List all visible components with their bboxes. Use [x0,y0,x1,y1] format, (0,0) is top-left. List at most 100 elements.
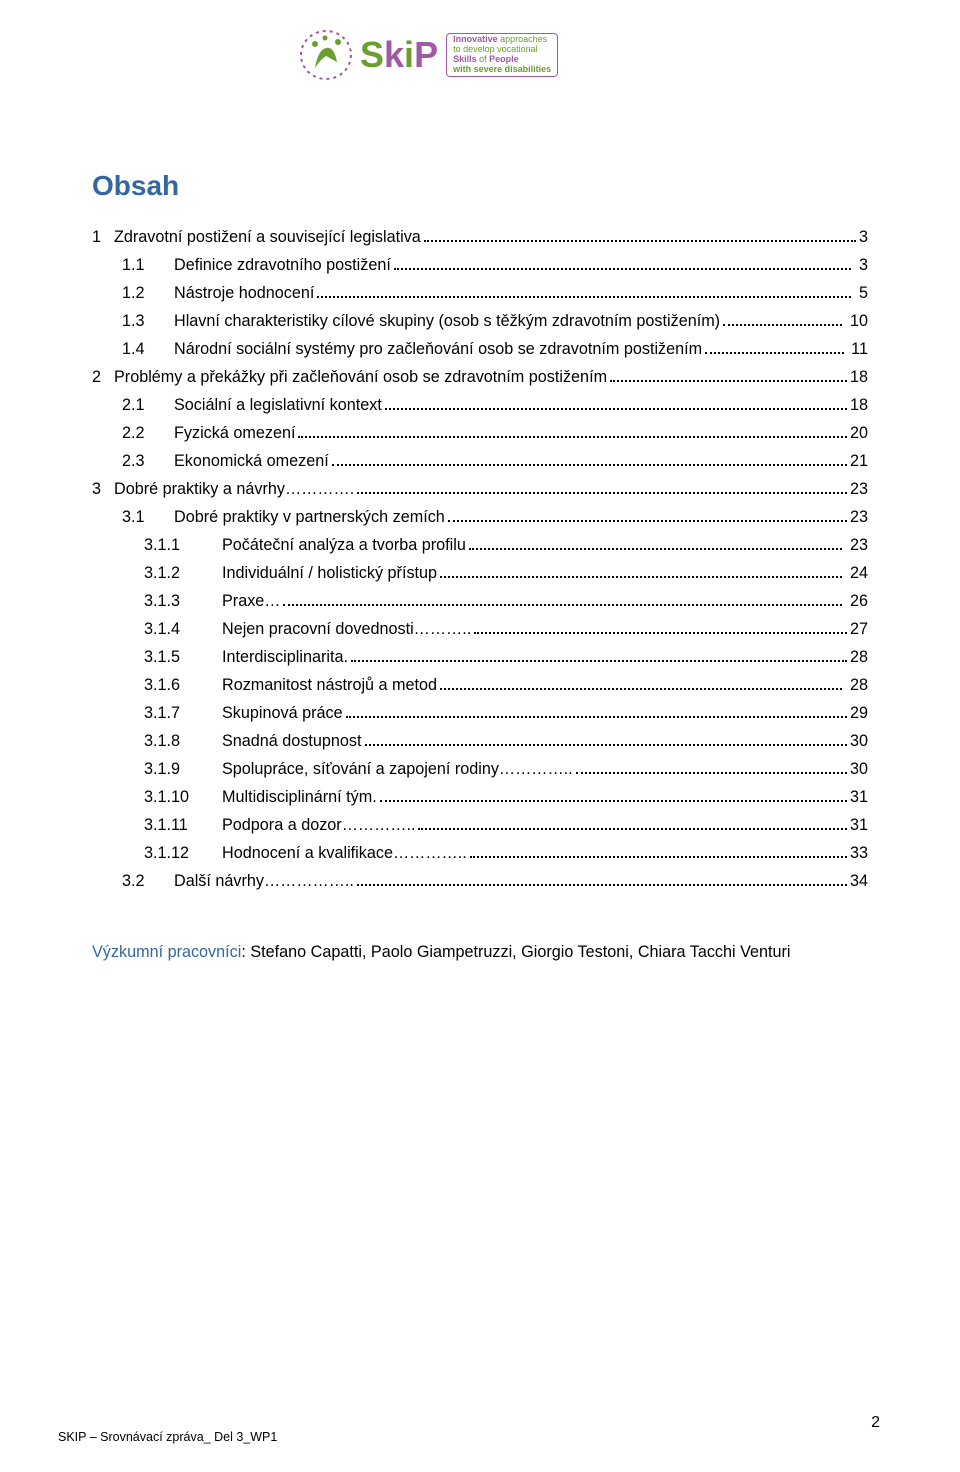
toc-page: 34 [850,872,868,891]
toc-leader-dots [576,772,847,774]
toc-leader-dots [380,800,847,802]
toc-page: 31 [850,816,868,835]
toc-number: 3.1.5 [144,648,222,667]
toc-leader-dots [357,492,847,494]
toc-number: 1.2 [122,284,174,303]
toc-text: Hlavní charakteristiky cílové skupiny (o… [174,312,720,331]
toc-page: 30 [850,732,868,751]
toc-number: 2.1 [122,396,174,415]
table-of-contents: 1Zdravotní postižení a související legis… [92,228,868,891]
logo-wordmark: SkiP [360,34,438,76]
toc-text: Nástroje hodnocení [174,284,314,303]
tagline-text: of [477,54,490,64]
logo-text: SkiP [360,34,438,76]
toc-page: 20 [850,424,868,443]
toc-entry: 3.1.1Počáteční analýza a tvorba profilu … [144,536,868,555]
toc-page: 21 [850,452,868,471]
toc-number: 3.1.11 [144,816,222,835]
toc-page: 10 [845,312,868,331]
toc-text: Fyzická omezení [174,424,295,443]
toc-text: Definice zdravotního postižení [174,256,391,275]
toc-entry: 1.4Národní sociální systémy pro začleňov… [122,340,868,359]
toc-entry: 3.1.7Skupinová práce 29 [144,704,868,723]
toc-number: 3.1.3 [144,592,222,611]
toc-number: 3.1.10 [144,788,222,807]
toc-entry: 3.1.12Hodnocení a kvalifikace…………..33 [144,844,868,863]
toc-number: 1.3 [122,312,174,331]
researchers-label: Výzkumní pracovníci [92,943,241,961]
toc-leader-dots [469,548,843,550]
toc-number: 3.1.7 [144,704,222,723]
page-content: Obsah 1Zdravotní postižení a související… [92,170,868,964]
toc-text: Dobré praktiky a návrhy…………. [114,480,354,499]
toc-text: Nejen pracovní dovednosti……….. [222,620,471,639]
toc-leader-dots [298,436,847,438]
toc-text: Další návrhy…………….. [174,872,354,891]
toc-leader-dots [470,856,847,858]
toc-page: 5 [854,284,868,303]
toc-leader-dots [418,828,847,830]
toc-number: 3 [92,480,114,499]
toc-page: 26 [845,592,868,611]
toc-text: Individuální / holistický přístup [222,564,437,583]
toc-page: 23 [850,480,868,499]
toc-leader-dots [610,380,847,382]
toc-entry: 3.1.3Praxe… 26 [144,592,868,611]
researchers-names: : Stefano Capatti, Paolo Giampetruzzi, G… [241,943,790,961]
toc-page: 28 [850,648,868,667]
toc-text: Hodnocení a kvalifikace………….. [222,844,467,863]
toc-number: 3.1.6 [144,676,222,695]
toc-number: 3.1 [122,508,174,527]
toc-entry: 2.3Ekonomická omezení21 [122,452,868,471]
toc-entry: 3.1Dobré praktiky v partnerských zemích2… [122,508,868,527]
toc-entry: 3.2Další návrhy……………..34 [122,872,868,891]
tagline-text: Skills [453,54,477,64]
toc-text: Sociální a legislativní kontext [174,396,382,415]
toc-page: 18 [850,368,868,387]
toc-page: 28 [845,676,868,695]
toc-text: Zdravotní postižení a související legisl… [114,228,421,247]
toc-leader-dots [448,520,847,522]
toc-page: 30 [850,760,868,779]
toc-entry: 3Dobré praktiky a návrhy…………. 23 [92,480,868,499]
toc-leader-dots [440,576,842,578]
toc-entry: 1.1Definice zdravotního postižení 3 [122,256,868,275]
toc-entry: 2.2Fyzická omezení20 [122,424,868,443]
toc-number: 1.4 [122,340,174,359]
toc-entry: 3.1.8Snadná dostupnost 30 [144,732,868,751]
logo-letter: P [414,34,438,75]
toc-entry: 3.1.5Interdisciplinarita. 28 [144,648,868,667]
toc-text: Ekonomická omezení [174,452,329,471]
toc-text: Snadná dostupnost [222,732,362,751]
toc-leader-dots [394,268,852,270]
toc-text: Rozmanitost nástrojů a metod [222,676,437,695]
tagline-text: approaches [498,34,548,44]
toc-page: 18 [850,396,868,415]
toc-page: 23 [850,508,868,527]
toc-number: 3.1.12 [144,844,222,863]
footer-text: SKIP – Srovnávací zpráva_ Del 3_WP1 [58,1430,277,1444]
toc-leader-dots [332,464,847,466]
toc-page: 24 [845,564,868,583]
toc-page: 23 [845,536,868,555]
toc-leader-dots [705,352,844,354]
toc-text: Skupinová práce [222,704,343,723]
toc-number: 2 [92,368,114,387]
toc-leader-dots [424,240,856,242]
toc-text: Národní sociální systémy pro začleňování… [174,340,702,359]
toc-page: 29 [850,704,868,723]
toc-number: 3.1.9 [144,760,222,779]
toc-leader-dots [346,716,847,718]
logo-icon [300,30,352,80]
toc-number: 3.1.4 [144,620,222,639]
toc-entry: 3.1.9Spolupráce, síťování a zapojení rod… [144,760,868,779]
toc-leader-dots [365,744,847,746]
logo-tagline: Innovative approaches to develop vocatio… [446,33,558,77]
toc-entry: 1Zdravotní postižení a související legis… [92,228,868,247]
toc-leader-dots [317,296,851,298]
researchers-block: Výzkumní pracovníci: Stefano Capatti, Pa… [92,941,868,964]
toc-text: Spolupráce, síťování a zapojení rodiny……… [222,760,573,779]
toc-number: 3.1.8 [144,732,222,751]
footer-page-number: 2 [871,1414,880,1432]
toc-leader-dots [723,324,842,326]
